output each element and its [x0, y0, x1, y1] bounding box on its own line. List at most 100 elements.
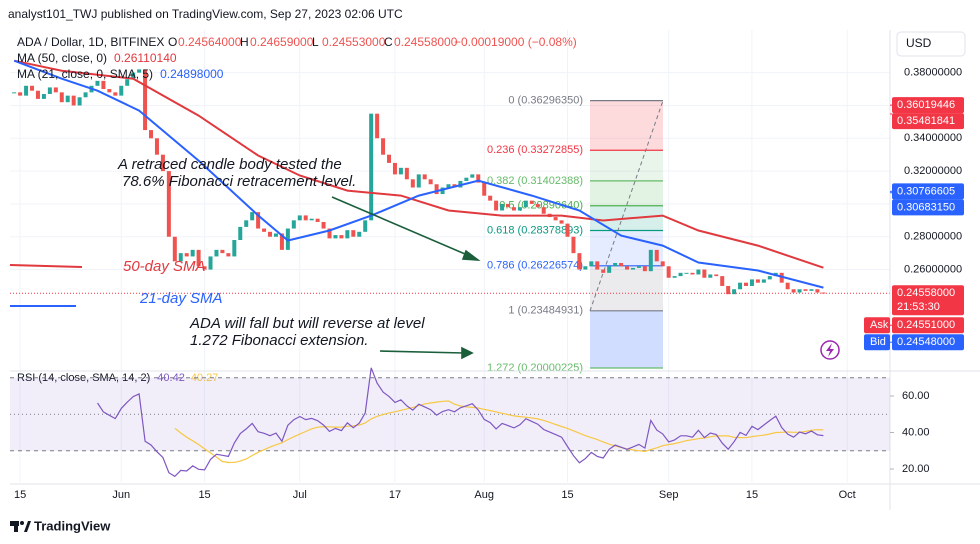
- candle: [262, 228, 267, 232]
- candle: [678, 272, 683, 277]
- bid-tag: [864, 334, 890, 351]
- bid-name: Bid: [870, 336, 886, 348]
- candle: [339, 235, 344, 239]
- currency-button[interactable]: [896, 31, 966, 57]
- candle: [672, 276, 677, 278]
- candle: [767, 276, 772, 280]
- candle: [59, 92, 64, 103]
- candle: [625, 266, 630, 270]
- candle: [779, 272, 784, 283]
- candle: [369, 113, 374, 221]
- candle: [297, 215, 302, 221]
- candle: [738, 282, 743, 290]
- candle: [714, 274, 719, 277]
- footer: TradingView: [34, 518, 111, 533]
- fib-trend: [589, 100, 664, 311]
- candle: [708, 274, 713, 278]
- candle: [24, 85, 29, 96]
- currency[interactable]: USD: [906, 36, 932, 50]
- annotation: ADA will fall but will reverse at level: [189, 315, 425, 332]
- candle: [178, 253, 183, 262]
- fib-zone: [590, 310, 663, 368]
- y-tick-label: 0.34000000: [904, 132, 962, 144]
- x-tick-label: 15: [561, 489, 573, 501]
- rsi-tick-label: 40.00: [902, 426, 930, 438]
- ask-tag: [864, 317, 890, 334]
- candle: [232, 240, 237, 257]
- candle: [732, 289, 737, 295]
- candle: [630, 267, 635, 270]
- candle: [53, 87, 58, 93]
- candle: [464, 177, 469, 181]
- candle: [375, 113, 380, 139]
- alert-icon[interactable]: [820, 340, 840, 360]
- candle: [345, 230, 350, 239]
- annotation: 21-day SMA: [139, 290, 223, 307]
- y-tick-label: 0.26000000: [904, 263, 962, 275]
- candle: [761, 279, 766, 283]
- candle: [434, 184, 439, 195]
- candle: [154, 138, 159, 155]
- candle: [160, 154, 165, 172]
- fib-label: 1.272 (0.20000225): [487, 362, 583, 374]
- candle: [327, 228, 332, 239]
- fib-label: 0.5 (0.29890640): [499, 200, 583, 212]
- candle: [589, 261, 594, 267]
- candle: [95, 80, 100, 86]
- x-tick-label: Jul: [293, 489, 307, 501]
- sma50-sample: [9, 264, 83, 268]
- candle: [279, 233, 284, 250]
- rsi-line: [96, 367, 824, 478]
- candle: [12, 92, 17, 94]
- candle: [18, 92, 23, 96]
- candle: [482, 182, 487, 196]
- candle: [202, 266, 207, 270]
- price-marker-label: 0.35481841: [897, 115, 955, 127]
- candle: [642, 266, 647, 272]
- logo: [10, 521, 31, 532]
- candle: [815, 289, 820, 293]
- candle: [577, 253, 582, 270]
- annotation: 50-day SMA: [123, 258, 206, 275]
- annotation: 1.272 Fibonacci extension.: [190, 332, 368, 349]
- candle: [541, 207, 546, 214]
- y-tick-label: 0.32000000: [904, 165, 962, 177]
- candle: [250, 212, 255, 221]
- candle: [619, 262, 624, 267]
- candle: [410, 179, 415, 188]
- candle: [244, 220, 249, 227]
- candle: [256, 212, 261, 229]
- candle: [565, 223, 570, 237]
- ohlc-key: O: [168, 35, 177, 49]
- candle: [500, 203, 505, 211]
- candle: [119, 85, 124, 96]
- change: −0.00019000 (−0.08%): [454, 35, 577, 49]
- x-tick-label: Sep: [659, 489, 679, 501]
- candle: [523, 200, 528, 208]
- arrows: [331, 196, 481, 360]
- candle: [440, 187, 445, 195]
- x-tick-label: Jun: [112, 489, 130, 501]
- x-tick-label: 15: [14, 489, 26, 501]
- candle: [470, 174, 475, 178]
- candle: [809, 289, 814, 291]
- last-price-box: [892, 285, 964, 316]
- candle: [321, 221, 326, 229]
- candle: [416, 174, 421, 188]
- candle: [404, 167, 409, 180]
- fib-label: 0 (0.36296350): [508, 95, 583, 107]
- candle: [357, 231, 362, 237]
- candle: [309, 218, 314, 221]
- candle: [149, 130, 154, 139]
- annotation: 78.6% Fibonacci retracement level.: [122, 173, 356, 190]
- x-tick-label: 15: [198, 489, 210, 501]
- candle: [595, 261, 600, 270]
- ma-legend: MA (50, close, 0): [17, 51, 107, 65]
- candle: [690, 272, 695, 275]
- fib-zone: [590, 180, 663, 206]
- ohlc-key: H: [240, 35, 249, 49]
- candle: [785, 282, 790, 290]
- candle: [511, 207, 516, 211]
- candle: [571, 236, 576, 254]
- candle: [684, 272, 689, 274]
